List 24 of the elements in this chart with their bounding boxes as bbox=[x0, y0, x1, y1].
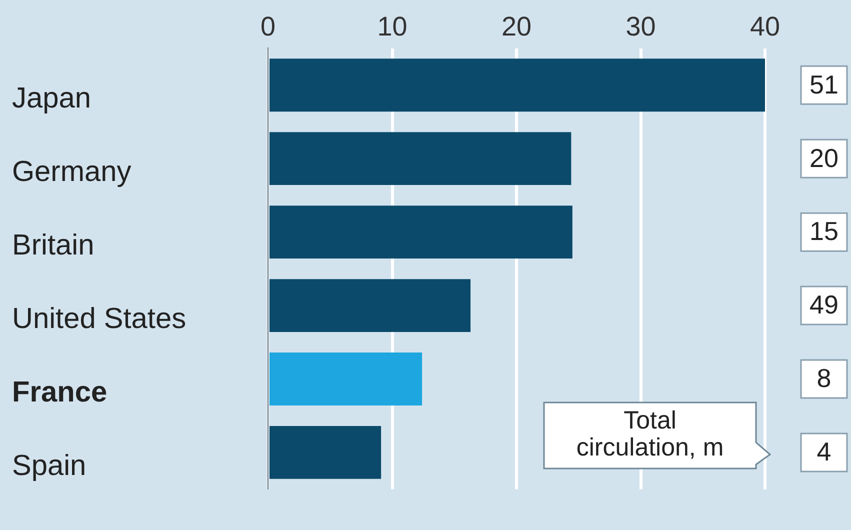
y-tick-label: France bbox=[12, 376, 108, 408]
y-tick-label: United States bbox=[12, 303, 186, 336]
bar bbox=[270, 426, 382, 479]
text: 51 bbox=[810, 69, 838, 100]
y-tick-label: Japan bbox=[12, 82, 92, 115]
y-tick-label: Germany bbox=[12, 156, 132, 188]
x-tick-label: 40 bbox=[750, 12, 780, 42]
text: 20 bbox=[810, 142, 838, 173]
x-tick-label: 0 bbox=[260, 12, 276, 42]
x-tick-label: 10 bbox=[377, 12, 408, 42]
text: 4 bbox=[816, 436, 832, 467]
bar bbox=[270, 279, 471, 332]
x-tick-label: 20 bbox=[501, 12, 532, 42]
bar bbox=[270, 58, 765, 112]
x-tick-label: 30 bbox=[626, 12, 656, 42]
y-tick-label: Spain bbox=[12, 450, 86, 482]
annotation: Total circulation, m bbox=[576, 406, 724, 462]
y-tick-label: Britain bbox=[12, 230, 94, 262]
bar bbox=[270, 206, 572, 259]
bar bbox=[270, 352, 422, 406]
bar bbox=[270, 132, 572, 186]
text: 15 bbox=[810, 216, 838, 246]
text: 8 bbox=[816, 363, 832, 394]
text: 49 bbox=[810, 290, 838, 320]
